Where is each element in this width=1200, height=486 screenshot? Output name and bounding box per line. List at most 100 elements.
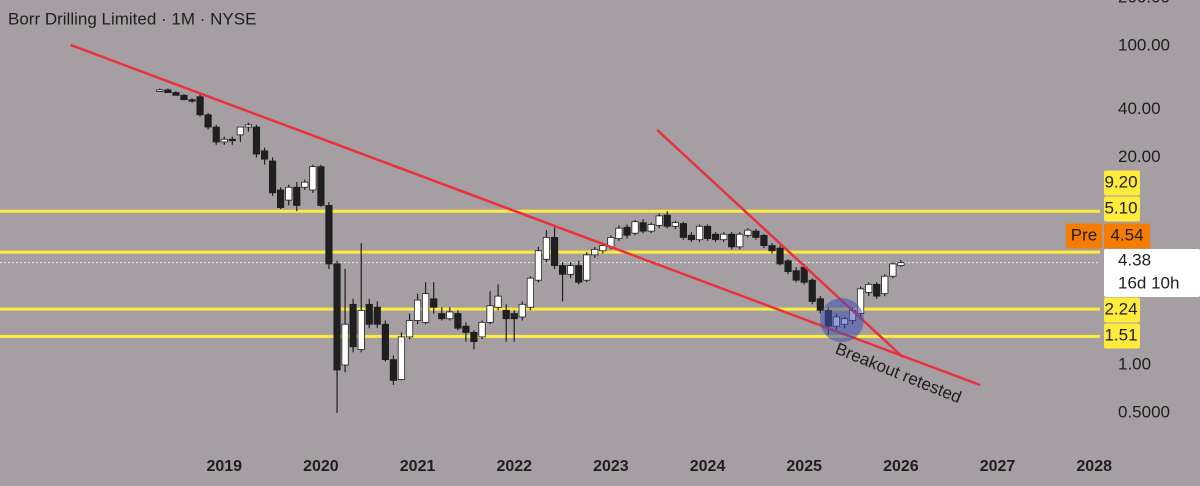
candle-body xyxy=(671,222,679,227)
y-tick-label: 200.00 xyxy=(1118,0,1170,6)
chart-title: Borr Drilling Limited · 1M · NYSE xyxy=(8,9,256,28)
candle-body xyxy=(784,260,792,272)
candle-body xyxy=(510,313,518,320)
y-tick-label: 40.00 xyxy=(1118,99,1161,118)
candle-body xyxy=(711,233,720,241)
candle-body xyxy=(679,223,687,238)
candle-body xyxy=(317,166,325,206)
candle-body xyxy=(502,309,510,320)
highlight-circle xyxy=(819,298,864,343)
candle-body xyxy=(542,237,551,260)
premarket-price-box xyxy=(1104,223,1150,249)
candle-body xyxy=(720,233,728,241)
x-tick-label: 2027 xyxy=(980,458,1016,475)
candle-body xyxy=(695,225,704,241)
candle-body xyxy=(309,166,317,191)
level-label-box xyxy=(1104,297,1140,323)
candle-body xyxy=(462,325,470,333)
x-tick-label: 2024 xyxy=(690,458,726,475)
y-tick-label: 20.00 xyxy=(1118,147,1161,166)
candle-body xyxy=(180,94,188,101)
candle-body xyxy=(486,305,494,323)
x-tick-label: 2020 xyxy=(303,458,339,475)
candle-body xyxy=(446,311,454,320)
candle-body xyxy=(494,295,502,308)
candle-body xyxy=(808,279,816,302)
level-label: 9.20 xyxy=(1104,172,1137,191)
candle-body xyxy=(293,186,301,206)
x-tick-label: 2028 xyxy=(1076,458,1112,475)
candle-body xyxy=(768,245,776,252)
premarket-name-box xyxy=(1066,223,1102,249)
candle-body xyxy=(277,189,285,208)
x-tick-label: 2022 xyxy=(496,458,532,475)
last-price-label: 4.38 xyxy=(1118,250,1151,269)
candle-body xyxy=(889,263,897,277)
x-tick-label: 2025 xyxy=(786,458,822,475)
candle-body xyxy=(349,303,357,348)
candle-body xyxy=(381,323,389,361)
candle-body xyxy=(776,247,784,265)
candle-body xyxy=(421,293,430,323)
candle-body xyxy=(744,229,752,236)
level-label-box xyxy=(1104,170,1140,196)
candle-body xyxy=(647,224,655,232)
candle-body xyxy=(518,303,526,318)
candle-body xyxy=(228,138,236,142)
candle-body xyxy=(470,332,478,343)
candle-body xyxy=(631,221,639,234)
level-label: 2.24 xyxy=(1104,299,1137,318)
candle-body xyxy=(752,230,760,238)
candle-body xyxy=(389,359,398,381)
candle-body xyxy=(816,298,824,311)
candle-body xyxy=(341,323,349,366)
level-label: 1.51 xyxy=(1104,325,1137,344)
y-tick-label: 1.00 xyxy=(1118,354,1151,373)
candle-body xyxy=(333,263,341,371)
candle-body xyxy=(413,299,422,321)
candle-body xyxy=(550,237,559,266)
candle-body xyxy=(655,215,663,226)
candle-body xyxy=(639,222,647,232)
candle-body xyxy=(865,283,873,293)
y-tick-label: 100.00 xyxy=(1118,35,1170,54)
candle-body xyxy=(438,313,446,320)
candle-body xyxy=(325,205,333,265)
countdown-label: 16d 10h xyxy=(1118,273,1179,292)
candle-body xyxy=(430,298,438,308)
x-tick-label: 2021 xyxy=(400,458,436,475)
candle-body xyxy=(454,313,462,329)
x-tick-label: 2019 xyxy=(206,458,242,475)
candle-body xyxy=(188,99,196,102)
candle-body xyxy=(558,265,567,275)
candle-body xyxy=(196,96,204,116)
candle-body xyxy=(881,275,889,295)
candle-body xyxy=(583,254,591,281)
candle-body xyxy=(164,89,172,93)
candle-body xyxy=(591,249,599,256)
level-label-box xyxy=(1104,196,1140,222)
candle-body xyxy=(615,227,623,239)
candle-body xyxy=(575,265,583,283)
candle-body xyxy=(252,126,261,155)
candle-body xyxy=(478,321,486,338)
candle-body xyxy=(204,114,212,128)
price-axis: 200.00 100.00 40.00 20.00 1.00 0.5000 9.20 5.10… xyxy=(1066,0,1200,421)
candle-body xyxy=(736,233,744,248)
candle-body xyxy=(599,245,607,252)
candle-body xyxy=(792,270,800,281)
x-tick-label: 2026 xyxy=(883,458,919,475)
candle-body xyxy=(663,214,671,227)
premarket-price: 4.54 xyxy=(1110,225,1143,244)
candle-body xyxy=(357,309,365,350)
candle-body xyxy=(687,234,696,241)
candle-body xyxy=(703,225,712,239)
candle-body xyxy=(365,303,373,325)
candle-body xyxy=(534,250,543,281)
candle-body xyxy=(244,124,253,128)
candle-body xyxy=(212,126,220,143)
candle-body xyxy=(397,336,406,380)
candle-body xyxy=(897,262,905,266)
